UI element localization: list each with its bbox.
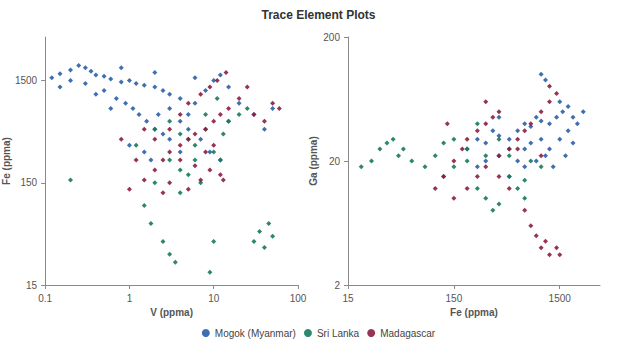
svg-text:0.1: 0.1 [38, 293, 52, 304]
svg-text:Mogok (Myanmar): Mogok (Myanmar) [215, 328, 296, 339]
svg-text:Fe (ppma): Fe (ppma) [1, 137, 12, 185]
svg-text:1500: 1500 [549, 293, 572, 304]
svg-text:100: 100 [290, 293, 307, 304]
svg-text:150: 150 [20, 177, 37, 188]
svg-text:200: 200 [323, 32, 340, 43]
svg-text:Fe (ppma): Fe (ppma) [450, 307, 498, 318]
svg-text:Sri Lanka: Sri Lanka [317, 328, 360, 339]
svg-text:10: 10 [208, 293, 220, 304]
svg-text:Ga (ppma): Ga (ppma) [308, 136, 319, 185]
svg-text:150: 150 [446, 293, 463, 304]
svg-text:15: 15 [26, 280, 38, 291]
svg-text:15: 15 [342, 293, 354, 304]
svg-text:1: 1 [127, 293, 133, 304]
svg-text:2: 2 [334, 280, 340, 291]
svg-text:Trace Element Plots: Trace Element Plots [261, 8, 375, 22]
svg-text:V (ppma): V (ppma) [150, 307, 193, 318]
svg-text:20: 20 [329, 156, 341, 167]
svg-text:Madagascar: Madagascar [380, 328, 436, 339]
svg-text:1500: 1500 [15, 75, 38, 86]
